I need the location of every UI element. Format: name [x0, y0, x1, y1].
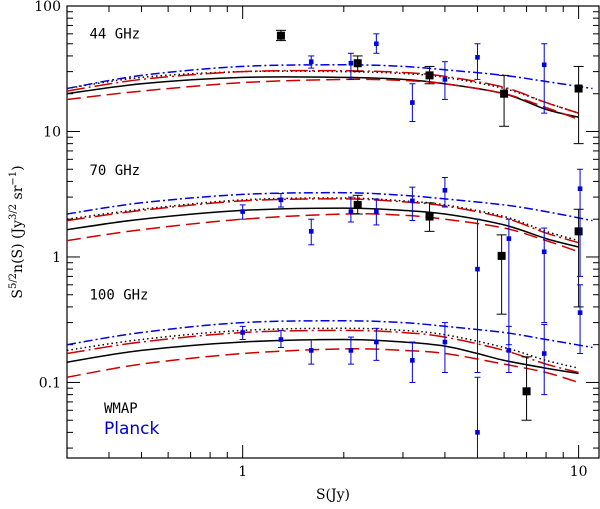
- planck-marker: [308, 59, 314, 64]
- axis-ticks: [66, 5, 599, 458]
- wmap-marker: [500, 89, 509, 98]
- planck-marker: [506, 236, 512, 241]
- planck-marker: [577, 186, 583, 191]
- model-curve-dash-dot: [67, 191, 593, 222]
- planck-marker: [410, 100, 415, 105]
- panel-label: 100 GHz: [89, 287, 148, 303]
- model-curves: [67, 64, 593, 384]
- wmap-marker: [353, 59, 362, 68]
- planck-marker: [475, 430, 480, 435]
- planck-marker: [278, 197, 284, 203]
- model-curve-long-dash-dot: [67, 198, 579, 244]
- model-curve-dashed: [67, 78, 579, 121]
- wmap-marker: [276, 31, 285, 40]
- planck-marker: [240, 330, 245, 335]
- model-curve-solid: [67, 207, 579, 248]
- planck-marker: [541, 62, 547, 68]
- planck-marker: [541, 249, 547, 255]
- y-tick-label: 100: [34, 0, 61, 15]
- x-tick-label: 1: [238, 464, 247, 480]
- wmap-marker: [353, 200, 362, 209]
- wmap-marker: [574, 227, 583, 236]
- y-tick-label: 10: [43, 124, 61, 140]
- model-curve-solid: [67, 76, 579, 118]
- data-points: [239, 29, 584, 458]
- y-axis-title: S5/2n(S) (Jy3/2 sr−1): [8, 165, 26, 298]
- planck-marker: [348, 209, 354, 214]
- model-curve-dash-dot: [67, 64, 593, 90]
- wmap-marker: [574, 84, 583, 93]
- x-axis-title: S(Jy): [316, 487, 350, 503]
- legend-planck: Planck: [104, 419, 160, 439]
- model-curve-dotted: [67, 327, 579, 369]
- plot-frame: [66, 5, 600, 459]
- planck-marker: [442, 339, 448, 345]
- wmap-marker: [425, 212, 434, 221]
- planck-marker: [442, 77, 448, 82]
- planck-marker: [577, 310, 583, 315]
- model-curve-dashed: [67, 348, 579, 384]
- planck-marker: [348, 60, 354, 66]
- planck-marker: [308, 229, 314, 234]
- wmap-marker: [425, 71, 434, 80]
- model-curve-dash-dot: [67, 320, 593, 349]
- planck-marker: [374, 209, 379, 214]
- planck-marker: [541, 351, 547, 356]
- y-tick-label: 1: [52, 250, 61, 266]
- planck-marker: [506, 348, 512, 353]
- planck-marker: [308, 348, 314, 353]
- planck-marker: [410, 358, 415, 363]
- planck-marker: [374, 41, 379, 47]
- x-tick-label: 10: [570, 464, 588, 480]
- model-curve-long-dash-dot: [67, 329, 579, 374]
- wmap-marker: [497, 251, 506, 260]
- planck-marker: [278, 337, 284, 342]
- planck-marker: [374, 339, 379, 345]
- planck-marker: [475, 55, 480, 60]
- panel-label: 44 GHz: [89, 27, 140, 43]
- planck-marker: [475, 266, 480, 272]
- y-tick-label: 0.1: [39, 375, 61, 391]
- planck-marker: [348, 348, 354, 353]
- legend-wmap: WMAP: [104, 401, 138, 417]
- planck-marker: [410, 198, 415, 204]
- panel-label: 70 GHz: [89, 163, 140, 179]
- wmap-marker: [522, 387, 531, 396]
- model-curve-long-dash-dot: [67, 69, 579, 114]
- planck-marker: [442, 187, 448, 193]
- planck-marker: [240, 209, 245, 214]
- model-curve-solid: [67, 338, 579, 375]
- text-labels: 1 10 0.1 1 10 100 44 GHz 70 GHz 100 GHz: [34, 0, 587, 480]
- model-curve-dashed: [67, 213, 579, 253]
